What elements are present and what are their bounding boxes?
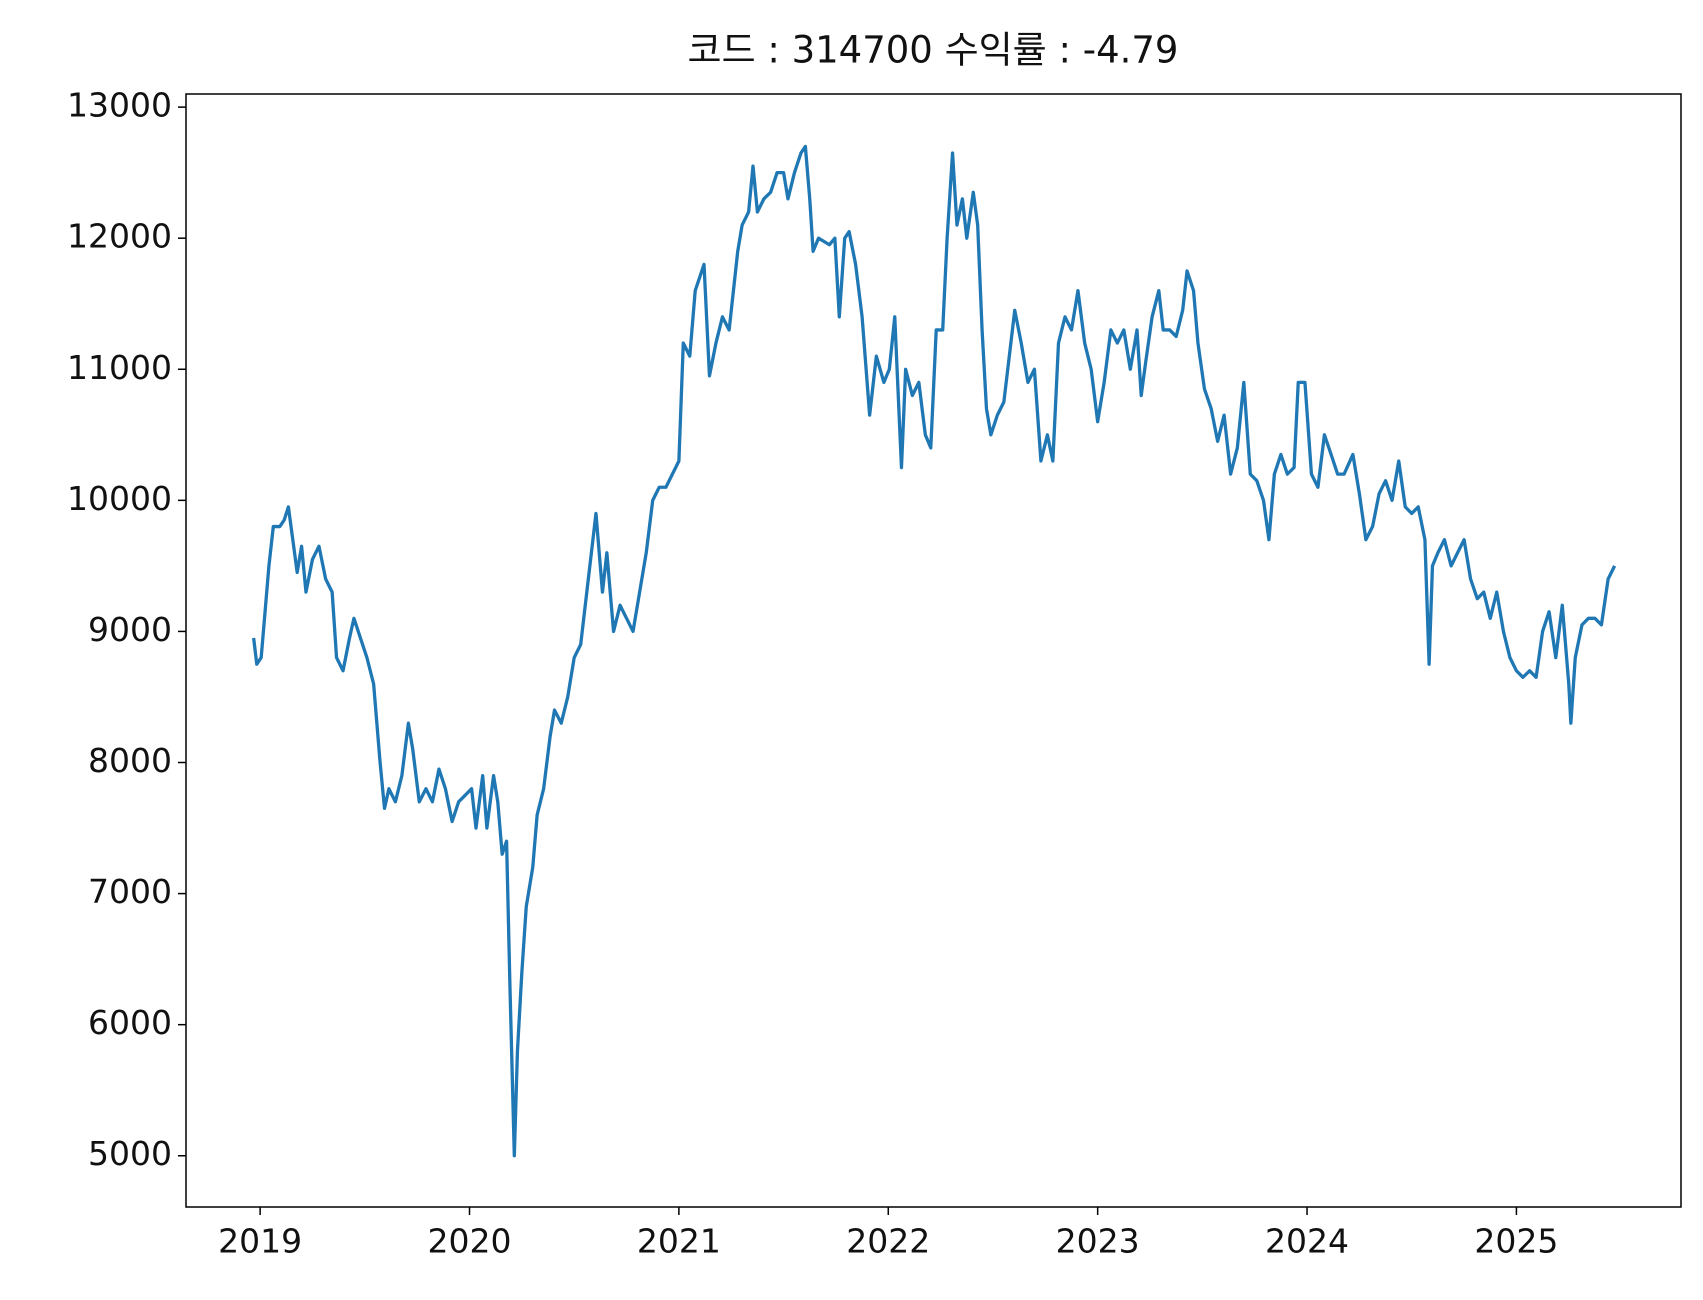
y-tick-label: 6000 [88, 1003, 172, 1042]
y-tick-label: 9000 [88, 610, 172, 649]
x-tick-label: 2021 [637, 1222, 721, 1261]
y-tick-label: 7000 [88, 872, 172, 911]
chart-title: 코드 : 314700 수익률 : -4.79 [688, 29, 1179, 72]
y-tick-label: 5000 [88, 1134, 172, 1173]
x-tick-label: 2022 [846, 1222, 930, 1261]
x-tick-label: 2023 [1056, 1222, 1140, 1261]
x-tick-label: 2019 [218, 1222, 302, 1261]
price-line [251, 144, 1617, 1158]
y-tick-label: 13000 [67, 86, 172, 125]
y-tick-label: 8000 [88, 741, 172, 780]
y-tick-label: 10000 [67, 479, 172, 518]
x-tick-label: 2025 [1474, 1222, 1558, 1261]
y-tick-label: 11000 [67, 348, 172, 387]
x-tick-label: 2024 [1265, 1222, 1349, 1261]
plot-frame [185, 93, 1682, 1208]
y-tick-label: 12000 [67, 217, 172, 256]
x-tick-label: 2020 [428, 1222, 512, 1261]
